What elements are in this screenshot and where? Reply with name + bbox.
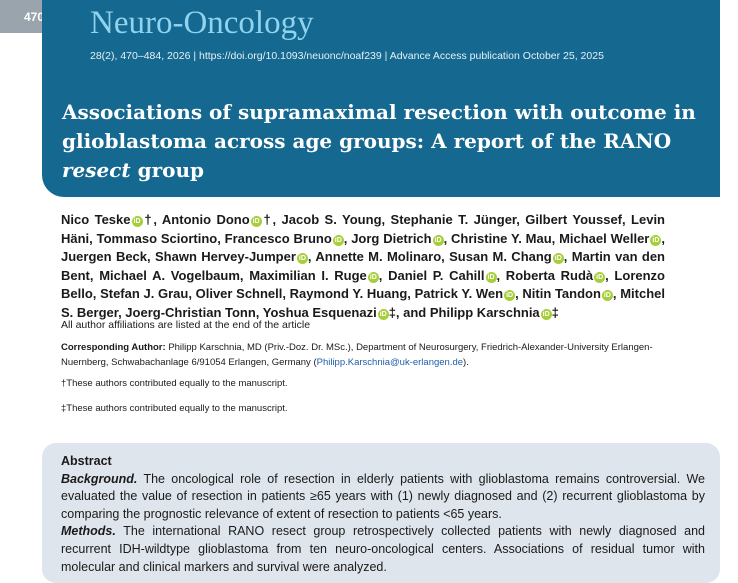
text: Philipp Karschnia, MD (Priv.-Doz. Dr. MS… bbox=[61, 342, 653, 368]
abstract: Abstract Background. The oncological role… bbox=[61, 453, 705, 576]
label: Corresponding Author: bbox=[61, 342, 166, 353]
orcid-icon: iD bbox=[332, 234, 344, 246]
author-text: , Nitin Tandon bbox=[515, 286, 601, 301]
author-text: , Lorenzo Bello, Stefan J. Grau, Oliver … bbox=[61, 267, 665, 302]
author-text: , Juergen Beck, Shawn Hervey-Jumper bbox=[61, 230, 665, 265]
section-text: The international RANO resect group retr… bbox=[61, 524, 705, 574]
corresponding-author: Corresponding Author: Philipp Karschnia,… bbox=[61, 340, 661, 370]
title-text: group bbox=[130, 158, 205, 182]
section-label: Methods. bbox=[61, 524, 116, 539]
abstract-box bbox=[42, 443, 720, 583]
author-list: Nico Teske iD †, Antonio Dono iD †, Jacob S.… bbox=[61, 211, 665, 322]
abstract-body: Background. The oncological role of rese… bbox=[61, 471, 705, 577]
footnote: †These authors contributed equally to th… bbox=[61, 378, 288, 389]
orcid-icon: iD bbox=[504, 290, 516, 301]
title-italic: resect bbox=[62, 158, 131, 182]
orcid-icon: iD bbox=[540, 308, 552, 320]
journal-name: Neuro-Oncology bbox=[90, 5, 314, 41]
citation: 28(2), 470–484, 2026 | https://doi.org/1… bbox=[90, 50, 604, 62]
title-text: Associations of supramaximal resection w… bbox=[62, 100, 696, 153]
orcid-icon: iD bbox=[296, 253, 308, 264]
orcid-icon: iD bbox=[367, 271, 379, 283]
orcid-icon: iD bbox=[650, 234, 662, 246]
orcid-icon: iD bbox=[594, 271, 606, 283]
author-text: , Martin van den Bent, Michael A. Vogelb… bbox=[61, 249, 665, 283]
article-title: Associations of supramaximal resection w… bbox=[62, 98, 712, 185]
orcid-icon: iD bbox=[601, 290, 613, 301]
email-link[interactable]: Philipp.Karschnia@uk-erlangen.de bbox=[316, 357, 464, 368]
section-label: Background. bbox=[61, 471, 138, 486]
section-text: The oncological role of resection in eld… bbox=[61, 471, 705, 521]
author-text: , Jorg Dietrich bbox=[343, 230, 432, 246]
orcid-icon: iD bbox=[250, 216, 262, 227]
author-text: ‡, and Philipp Karschnia bbox=[388, 304, 540, 320]
header-band bbox=[42, 0, 720, 197]
orcid-icon: iD bbox=[377, 308, 389, 320]
text: ). bbox=[463, 357, 469, 368]
author-text: Nico Teske bbox=[61, 212, 131, 227]
orcid-icon: iD bbox=[432, 234, 444, 246]
orcid-icon: iD bbox=[485, 271, 497, 283]
author-text: , Christine Y. Mau, Michael Weller bbox=[443, 230, 650, 246]
affiliation-note: All author affiliations are listed at th… bbox=[61, 319, 311, 331]
abstract-heading: Abstract bbox=[61, 454, 112, 468]
author-text: ‡ bbox=[551, 304, 559, 320]
author-text: , Annette M. Molinaro, Susan M. Chang bbox=[307, 249, 552, 264]
orcid-icon: iD bbox=[131, 216, 143, 227]
author-text: , Mitchel S. Berger, Joerg-Christian Ton… bbox=[61, 286, 665, 320]
orcid-icon: iD bbox=[552, 253, 564, 264]
author-text: , Daniel P. Cahill bbox=[378, 267, 485, 283]
author-text: †, Antonio Dono bbox=[142, 212, 250, 227]
author-text: , Roberta Rudà bbox=[496, 267, 594, 283]
author-text: †, Jacob S. Young, Stephanie T. Jünger, … bbox=[61, 212, 665, 246]
footnote: ‡These authors contributed equally to th… bbox=[61, 403, 288, 414]
